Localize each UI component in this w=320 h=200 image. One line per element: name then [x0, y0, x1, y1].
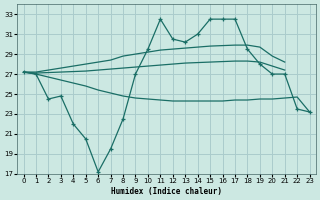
X-axis label: Humidex (Indice chaleur): Humidex (Indice chaleur) — [111, 187, 222, 196]
